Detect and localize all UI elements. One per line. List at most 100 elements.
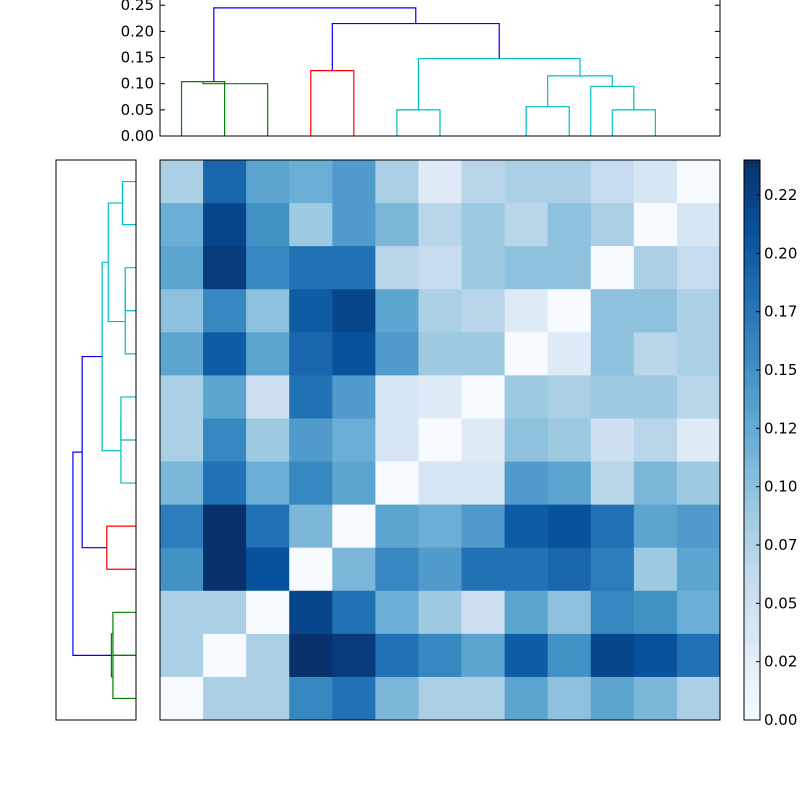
left-dendrogram-link [121,180,136,226]
heatmap-cell [332,676,376,721]
heatmap-cell [203,633,247,678]
colorbar-segment [744,276,760,281]
colorbar-tick-label: 0.00 [764,711,797,729]
heatmap-cell [547,633,592,678]
colorbar-segment [744,640,760,645]
heatmap-cell [590,203,635,247]
heatmap-cell [504,461,549,506]
heatmap-cell [246,504,290,549]
heatmap-cell [547,289,592,333]
heatmap-cell [633,160,678,204]
colorbar-segment [744,552,760,557]
heatmap-cell [504,633,549,678]
colorbar-segment [744,252,760,257]
heatmap-cell [590,375,635,419]
heatmap-cell [375,375,419,419]
top-dendrogram-ytick-label: 0.25 [121,0,154,14]
heatmap-cell [676,332,721,376]
colorbar-tick-label: 0.07 [764,536,797,554]
left-dendrogram-link [110,633,113,678]
heatmap-cell [676,547,721,592]
heatmap-cell [289,461,333,506]
heatmap-cell [289,203,333,247]
colorbar-segment [744,260,760,265]
heatmap-frame [159,159,721,721]
colorbar-segment [744,556,760,561]
colorbar-segment [744,344,760,349]
heatmap-cell [375,418,419,462]
colorbar-segment [744,468,760,473]
colorbar-segment [744,212,760,217]
heatmap-cell [375,676,419,721]
heatmap-cell [289,332,333,376]
heatmap-cell [633,676,678,721]
top-dendrogram-link [590,85,635,136]
colorbar-segment [744,592,760,597]
heatmap-cell [246,418,290,462]
heatmap-cell [160,504,204,549]
heatmap-cell [203,289,247,333]
heatmap-cell [418,504,462,549]
heatmap-cell [461,676,506,721]
left-dendrogram-link [72,451,112,656]
heatmap-cell [547,676,592,721]
top-dendrogram-link [525,106,570,136]
heatmap-cell [418,203,462,247]
heatmap-cell [547,375,592,419]
heatmap-cell [289,289,333,333]
heatmap-cell [504,160,549,204]
colorbar-segment [744,216,760,221]
heatmap-cell [375,203,419,247]
colorbar-segment [744,364,760,369]
colorbar-segment [744,444,760,449]
colorbar-segment [744,448,760,453]
colorbar-segment [744,200,760,205]
colorbar-segment [744,560,760,565]
colorbar-segment [744,628,760,633]
heatmap-cell [289,547,333,592]
left-dendrogram-link [120,418,136,484]
heatmap-cell [547,461,592,506]
colorbar-segment [744,676,760,681]
colorbar-segment [744,716,760,721]
heatmap-cell [289,590,333,635]
colorbar-segment [744,680,760,685]
colorbar-segment [744,196,760,201]
colorbar-segment [744,336,760,341]
top-dendrogram: 0.00 0.05 0.10 0.15 0.20 0.25 [121,0,721,145]
colorbar-segment [744,292,760,297]
colorbar-segment [744,564,760,569]
heatmap-cell [203,160,247,204]
heatmap-cell [633,418,678,462]
colorbar-segment [744,616,760,621]
colorbar-segment [744,464,760,469]
left-dendrogram-link [120,396,136,441]
heatmap-cell [418,547,462,592]
heatmap-cell [246,246,290,290]
heatmap-cell [633,461,678,506]
colorbar-segment [744,328,760,333]
left-dendrogram [55,159,137,721]
heatmap-cell [418,375,462,419]
colorbar-segment [744,256,760,261]
heatmap-cell [332,289,376,333]
colorbar-segment [744,348,760,353]
heatmap-cell [418,676,462,721]
heatmap-cell [676,246,721,290]
colorbar-segment [744,164,760,169]
heatmap-cell [418,160,462,204]
heatmap-cell [203,246,247,290]
heatmap-cell [676,160,721,204]
heatmap-cell [246,332,290,376]
colorbar-segment [744,176,760,181]
heatmap-cell [461,590,506,635]
heatmap-cell [590,461,635,506]
top-dendrogram-ytick-label: 0.20 [121,22,154,40]
left-dendrogram-link [101,261,121,452]
top-dendrogram-link [310,70,355,136]
colorbar-segment [744,668,760,673]
colorbar-segment [744,340,760,345]
top-dendrogram-frame [159,0,721,137]
top-dendrogram-ytick-label: 0.15 [121,49,154,67]
colorbar-segment [744,576,760,581]
